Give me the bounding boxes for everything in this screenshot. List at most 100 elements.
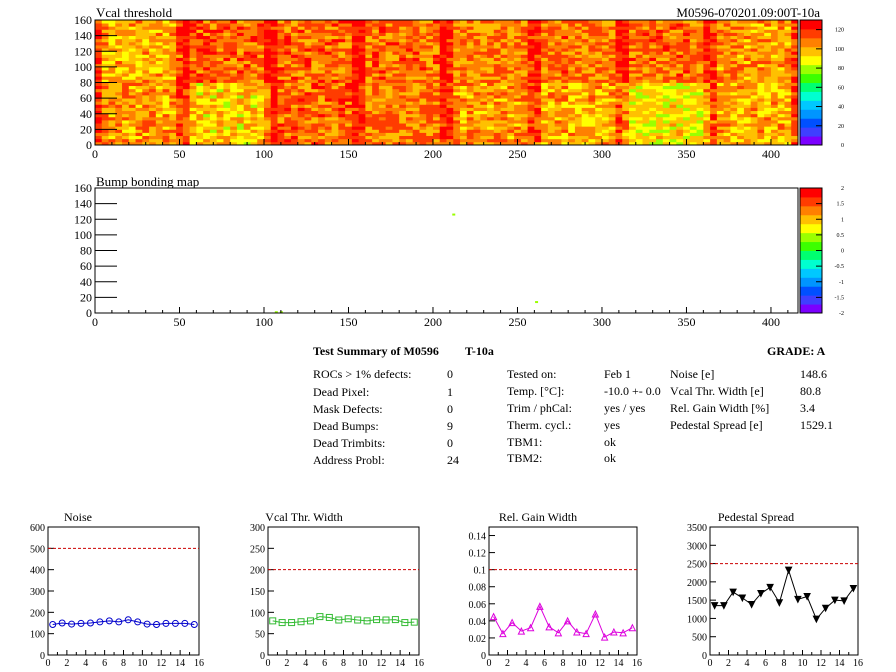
heatmap-cell <box>155 60 163 65</box>
heatmap-cell <box>216 45 224 49</box>
heatmap-cell <box>662 123 670 127</box>
heatmap-cell <box>473 129 481 133</box>
heatmap-cell <box>723 95 731 99</box>
heatmap-cell <box>122 76 130 80</box>
heatmap-cell <box>710 101 718 105</box>
heatmap-cell <box>608 104 616 108</box>
color-scale-frame <box>799 19 823 146</box>
heatmap-cell <box>676 60 684 65</box>
heatmap-cell <box>466 141 474 146</box>
heatmap-cell <box>507 66 515 71</box>
heatmap-cell <box>493 20 501 24</box>
heatmap-cell <box>419 57 427 62</box>
heatmap-cell <box>439 20 447 24</box>
heatmap-cell <box>723 120 731 124</box>
heatmap-cell <box>311 60 319 65</box>
map-plot-area <box>95 188 798 313</box>
heatmap-cell <box>263 104 272 108</box>
heatmap-cell <box>689 85 698 90</box>
heatmap-cell <box>142 135 150 140</box>
heatmap-cell <box>777 45 785 49</box>
heatmap-cell <box>696 101 704 105</box>
heatmap-cell <box>649 35 657 40</box>
heatmap-cell <box>162 26 170 30</box>
heatmap-cell <box>480 26 488 30</box>
heatmap-cell <box>122 57 130 62</box>
heatmap-cell <box>676 45 684 49</box>
heatmap-cell <box>703 41 711 46</box>
heatmap-cell <box>284 141 292 146</box>
heatmap-cell <box>162 66 170 71</box>
heatmap-cell <box>453 138 461 143</box>
heatmap-cell <box>656 135 664 140</box>
heatmap-cell <box>676 35 684 40</box>
heatmap-cell <box>446 54 454 58</box>
heatmap-cell <box>189 132 197 137</box>
heatmap-cell <box>108 123 116 127</box>
heatmap-cell <box>115 70 123 74</box>
heatmap-cell <box>608 126 616 130</box>
condition-label: Tested on: <box>507 367 557 381</box>
heatmap-cell <box>122 51 130 55</box>
heatmap-cell <box>514 126 522 130</box>
heatmap-cell <box>635 23 643 27</box>
heatmap-cell <box>331 88 339 93</box>
heatmap-cell <box>595 135 603 140</box>
heatmap-cell <box>236 123 245 127</box>
heatmap-cell <box>710 135 718 140</box>
heatmap-cell <box>270 82 278 87</box>
heatmap-cell <box>439 26 447 30</box>
heatmap-cell <box>541 138 549 143</box>
heatmap-cell <box>453 110 461 115</box>
heatmap-cell <box>574 73 583 77</box>
heatmap-cell <box>541 38 549 43</box>
heatmap-cell <box>101 54 109 58</box>
heatmap-cell <box>703 91 711 96</box>
heatmap-cell <box>561 48 569 52</box>
heatmap-cell <box>108 110 116 115</box>
heatmap-cell <box>689 120 698 124</box>
heatmap-cell <box>128 135 136 140</box>
heatmap-cell <box>730 88 738 93</box>
heatmap-cell <box>723 135 731 140</box>
heatmap-cell <box>304 104 312 108</box>
heatmap-cell <box>378 63 387 68</box>
heatmap-cell <box>574 48 583 52</box>
heatmap-cell <box>527 110 535 115</box>
heatmap-cell <box>520 48 529 52</box>
x-tick-label: 10 <box>357 658 367 669</box>
heatmap-cell <box>784 82 792 87</box>
heatmap-cell <box>480 32 488 37</box>
heatmap-cell <box>209 23 218 27</box>
heatmap-cell <box>297 107 305 112</box>
heatmap-cell <box>696 120 704 124</box>
heatmap-cell <box>595 120 603 124</box>
heatmap-cell <box>385 91 393 96</box>
heatmap-cell <box>412 51 420 55</box>
heatmap-cell <box>520 29 529 33</box>
heatmap-cell <box>703 60 711 65</box>
heatmap-cell <box>689 123 698 127</box>
heatmap-cell <box>128 104 136 108</box>
heatmap-cell <box>689 76 698 80</box>
heatmap-cell <box>656 85 664 90</box>
heatmap-cell <box>338 20 346 24</box>
heatmap-cell <box>101 45 109 49</box>
heatmap-cell <box>216 29 224 33</box>
heatmap-cell <box>541 129 549 133</box>
heatmap-cell <box>162 82 170 87</box>
heatmap-cell <box>351 123 360 127</box>
heatmap-cell <box>392 113 400 118</box>
heatmap-cell <box>608 98 616 102</box>
heatmap-cell <box>656 104 664 108</box>
heatmap-cell <box>453 41 461 46</box>
heatmap-cell <box>460 63 468 68</box>
heatmap-cell <box>284 123 292 127</box>
heatmap-cell <box>128 73 136 77</box>
heatmap-cell <box>473 51 481 55</box>
heatmap-cell <box>676 110 684 115</box>
heatmap-cell <box>784 26 792 30</box>
heatmap-cell <box>649 85 657 90</box>
heatmap-cell <box>656 45 664 49</box>
heatmap-cell <box>277 23 285 27</box>
